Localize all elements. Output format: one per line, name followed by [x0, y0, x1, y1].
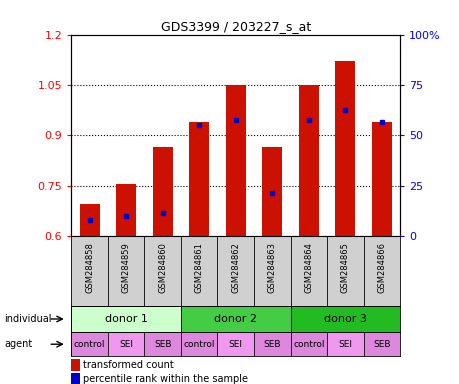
Text: GSM284862: GSM284862 — [231, 242, 240, 293]
Text: SEB: SEB — [154, 340, 171, 349]
Text: GSM284864: GSM284864 — [304, 242, 313, 293]
Bar — [180, 306, 290, 332]
Text: GSM284858: GSM284858 — [85, 242, 94, 293]
Bar — [71, 332, 107, 356]
Text: control: control — [73, 340, 105, 349]
Text: donor 2: donor 2 — [214, 314, 257, 324]
Bar — [290, 306, 399, 332]
Bar — [107, 332, 144, 356]
Text: SEB: SEB — [372, 340, 390, 349]
Text: GSM284865: GSM284865 — [340, 242, 349, 293]
Text: GSM284863: GSM284863 — [267, 242, 276, 293]
Text: GSM284859: GSM284859 — [121, 242, 130, 293]
Text: donor 3: donor 3 — [323, 314, 366, 324]
Bar — [217, 332, 253, 356]
Text: GSM284866: GSM284866 — [376, 242, 386, 293]
Bar — [335, 61, 355, 237]
Text: agent: agent — [5, 339, 33, 349]
Bar — [253, 332, 290, 356]
Bar — [290, 332, 326, 356]
Bar — [298, 85, 318, 237]
Bar — [262, 147, 282, 237]
Bar — [180, 332, 217, 356]
Title: GDS3399 / 203227_s_at: GDS3399 / 203227_s_at — [160, 20, 310, 33]
Bar — [152, 147, 172, 237]
Text: GSM284861: GSM284861 — [194, 242, 203, 293]
Bar — [144, 332, 180, 356]
Text: GSM284860: GSM284860 — [158, 242, 167, 293]
Bar — [371, 122, 391, 237]
Bar — [189, 122, 209, 237]
Text: transformed count: transformed count — [83, 359, 173, 369]
Text: SEB: SEB — [263, 340, 280, 349]
Bar — [71, 306, 180, 332]
Text: percentile rank within the sample: percentile rank within the sample — [83, 374, 247, 384]
Text: SEI: SEI — [228, 340, 242, 349]
Bar — [116, 184, 136, 237]
Bar — [363, 332, 399, 356]
Bar — [79, 204, 100, 237]
Text: SEI: SEI — [338, 340, 352, 349]
Bar — [71, 373, 79, 384]
Text: individual: individual — [5, 314, 52, 324]
Bar — [326, 332, 363, 356]
Text: control: control — [292, 340, 324, 349]
Text: control: control — [183, 340, 214, 349]
Bar — [71, 359, 79, 371]
Bar — [225, 85, 245, 237]
Text: donor 1: donor 1 — [105, 314, 147, 324]
Text: SEI: SEI — [119, 340, 133, 349]
